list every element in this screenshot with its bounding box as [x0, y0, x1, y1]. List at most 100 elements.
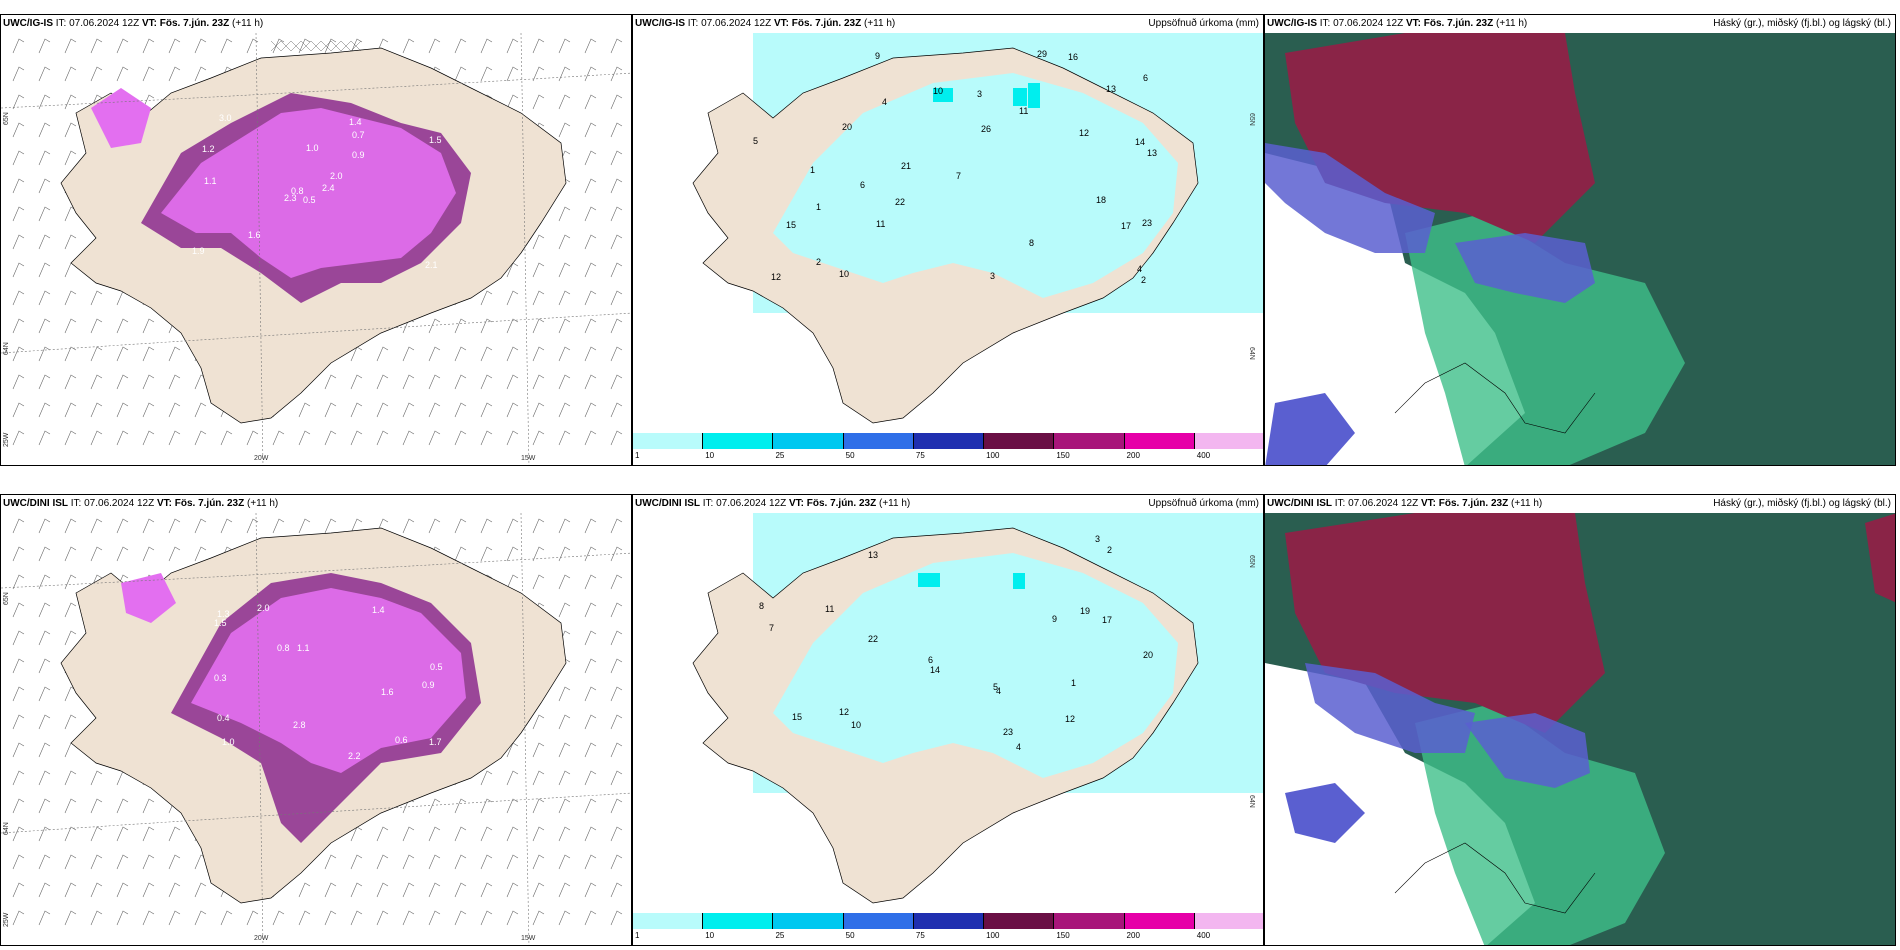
wind-barb [298, 402, 311, 418]
wind-barb [402, 518, 415, 534]
lat-label-top: 65N [1248, 555, 1255, 568]
wind-barb [64, 402, 77, 418]
cloud-blue-patch [1455, 233, 1595, 303]
model-name: UWC/DINI ISL [1267, 498, 1332, 509]
wind-pink-field [191, 588, 466, 773]
wind-barb [454, 430, 467, 446]
wind-barb [506, 38, 519, 54]
wind-barb [194, 66, 207, 82]
panel-header: UWC/IG-IS IT: 07.06.2024 12Z VT: Fös. 7.… [1265, 15, 1895, 33]
wind-barb [480, 882, 493, 898]
wind-barb [116, 546, 129, 562]
value-label: 9 [875, 51, 880, 61]
wind-barb [532, 346, 545, 362]
wind-barb [116, 518, 129, 534]
wind-barb [558, 546, 571, 562]
cloud-title: Háský (gr.), miðský (fj.bl.) og lágský (… [1713, 498, 1891, 509]
wind-barb [610, 742, 623, 758]
legend-swatch [703, 433, 774, 449]
wind-barb [116, 910, 129, 926]
value-label: 4 [1016, 742, 1021, 752]
value-label: 20 [842, 122, 852, 132]
wind-barb [12, 430, 25, 446]
wind-barb [324, 882, 337, 898]
wind-barb [64, 430, 77, 446]
wind-barb [298, 910, 311, 926]
wind-barb [12, 38, 25, 54]
cloud-blue-sw [1265, 393, 1355, 465]
wind-barb [38, 206, 51, 222]
wind-barb [12, 742, 25, 758]
wind-barb [558, 122, 571, 138]
wind-barb [480, 318, 493, 334]
it-label: IT: [687, 18, 699, 29]
wind-barb [584, 346, 597, 362]
wind-barb [12, 122, 25, 138]
wind-barb [532, 854, 545, 870]
value-label: 3 [977, 89, 982, 99]
wind-barb [220, 518, 233, 534]
wind-barb [194, 546, 207, 562]
wind-barb [428, 318, 441, 334]
value-label: 23 [1003, 727, 1013, 737]
wind-barb [610, 518, 623, 534]
wind-barb [168, 854, 181, 870]
wind-barb [116, 882, 129, 898]
lat-label-top: 65N [3, 592, 10, 605]
wind-barb [12, 854, 25, 870]
wind-barb [90, 430, 103, 446]
wind-barb [324, 430, 337, 446]
wind-barb [12, 318, 25, 334]
wind-barb [194, 430, 207, 446]
wind-barb [558, 910, 571, 926]
wind-barb [142, 826, 155, 842]
wind-barb [610, 686, 623, 702]
legend-label: 25 [775, 451, 785, 460]
value-label: 0.9 [352, 150, 365, 160]
precip-cyan-patches [933, 83, 1040, 108]
wind-barb [584, 602, 597, 618]
it-value: 07.06.2024 12Z [1333, 18, 1404, 29]
value-label: 1.3 [217, 609, 230, 619]
value-label: 0.7 [352, 130, 365, 140]
lat-label-top: 65N [3, 112, 10, 125]
legend-swatch [843, 913, 914, 929]
wind-barb [38, 290, 51, 306]
wind-barb [402, 402, 415, 418]
wind-barb [38, 546, 51, 562]
wind-barb [194, 910, 207, 926]
wind-barb [532, 402, 545, 418]
wind-barb [142, 402, 155, 418]
wind-barb [506, 66, 519, 82]
legend-swatch [843, 433, 914, 449]
precip-value-labels: 4141113212322291713201812111576591043212… [753, 49, 1157, 285]
value-label: 6 [860, 180, 865, 190]
value-label: 1.0 [306, 143, 319, 153]
wind-barb [12, 686, 25, 702]
wind-barb [532, 714, 545, 730]
wind-barb [64, 602, 77, 618]
value-label: 15 [792, 712, 802, 722]
wind-barb [220, 430, 233, 446]
wind-barb [142, 374, 155, 390]
wind-barb [12, 94, 25, 110]
wind-barb [610, 66, 623, 82]
graticule [1, 33, 631, 465]
wind-barb [324, 402, 337, 418]
wind-barb [506, 346, 519, 362]
precip-title: Uppsöfnuð úrkoma (mm) [1148, 498, 1259, 509]
wind-barb [12, 374, 25, 390]
legend-label: 1 [635, 931, 640, 940]
legend-swatch [1124, 433, 1195, 449]
legend-swatch [913, 913, 985, 929]
value-label: 12 [1065, 714, 1075, 724]
wind-barb [532, 546, 545, 562]
wind-barb [142, 518, 155, 534]
wind-barb [610, 346, 623, 362]
wind-barb [480, 430, 493, 446]
value-label: 23 [1142, 218, 1152, 228]
wind-barb [610, 262, 623, 278]
panel-cloud-bottom: UWC/DINI ISL IT: 07.06.2024 12Z VT: Fös.… [1264, 494, 1896, 946]
wind-barb [272, 518, 285, 534]
wind-barb [38, 826, 51, 842]
